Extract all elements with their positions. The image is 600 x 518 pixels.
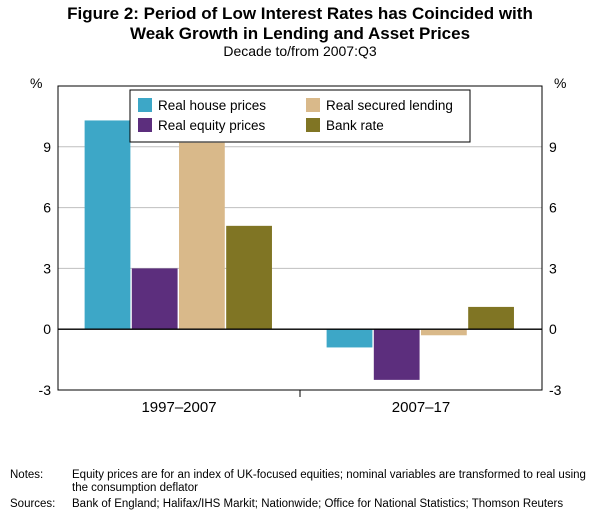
notes-row: Notes: Equity prices are for an index of…	[10, 469, 592, 497]
svg-text:-3: -3	[39, 382, 52, 398]
legend-swatch	[306, 118, 320, 132]
svg-text:3: 3	[549, 260, 557, 276]
figure-title-line2: Weak Growth in Lending and Asset Prices	[130, 24, 470, 43]
y-axis-label-left: %	[30, 75, 42, 91]
sources-row: Sources: Bank of England; Halifax/IHS Ma…	[10, 498, 592, 512]
bar	[421, 329, 467, 335]
bar	[374, 329, 420, 380]
legend-swatch	[306, 98, 320, 112]
bar	[327, 329, 373, 347]
svg-text:3: 3	[43, 260, 51, 276]
bar	[226, 226, 272, 329]
svg-text:9: 9	[43, 139, 51, 155]
legend-label: Real house prices	[158, 98, 266, 113]
notes-text: Equity prices are for an index of UK-foc…	[72, 469, 592, 497]
bar	[85, 120, 131, 329]
notes-label: Notes:	[10, 469, 72, 497]
svg-text:0: 0	[43, 321, 51, 337]
svg-text:9: 9	[549, 139, 557, 155]
legend-label: Real secured lending	[326, 98, 453, 113]
svg-text:0: 0	[549, 321, 557, 337]
bar	[132, 268, 178, 329]
x-category-label: 1997–2007	[141, 399, 216, 416]
bar	[179, 143, 225, 329]
figure-title: Figure 2: Period of Low Interest Rates h…	[0, 0, 600, 43]
svg-text:-3: -3	[549, 382, 562, 398]
legend-label: Bank rate	[326, 118, 384, 133]
legend-label: Real equity prices	[158, 118, 266, 133]
svg-text:6: 6	[43, 200, 51, 216]
x-category-label: 2007–17	[392, 399, 450, 416]
figure-title-line1: Figure 2: Period of Low Interest Rates h…	[67, 4, 533, 23]
figure-subtitle: Decade to/from 2007:Q3	[0, 43, 600, 60]
footnotes: Notes: Equity prices are for an index of…	[10, 467, 592, 512]
legend-swatch	[138, 98, 152, 112]
chart-svg: -3 -3 0 0 3 3 6 6 9 9 1997–2007 2007–17%% Real house…	[10, 74, 590, 424]
bar	[468, 307, 514, 329]
sources-text: Bank of England; Halifax/IHS Markit; Nat…	[72, 498, 592, 512]
figure-container: Figure 2: Period of Low Interest Rates h…	[0, 0, 600, 518]
sources-label: Sources:	[10, 498, 72, 512]
legend-swatch	[138, 118, 152, 132]
y-axis-label-right: %	[554, 75, 566, 91]
chart-area: -3 -3 0 0 3 3 6 6 9 9 1997–2007 2007–17%% Real house…	[10, 74, 590, 424]
svg-text:6: 6	[549, 200, 557, 216]
